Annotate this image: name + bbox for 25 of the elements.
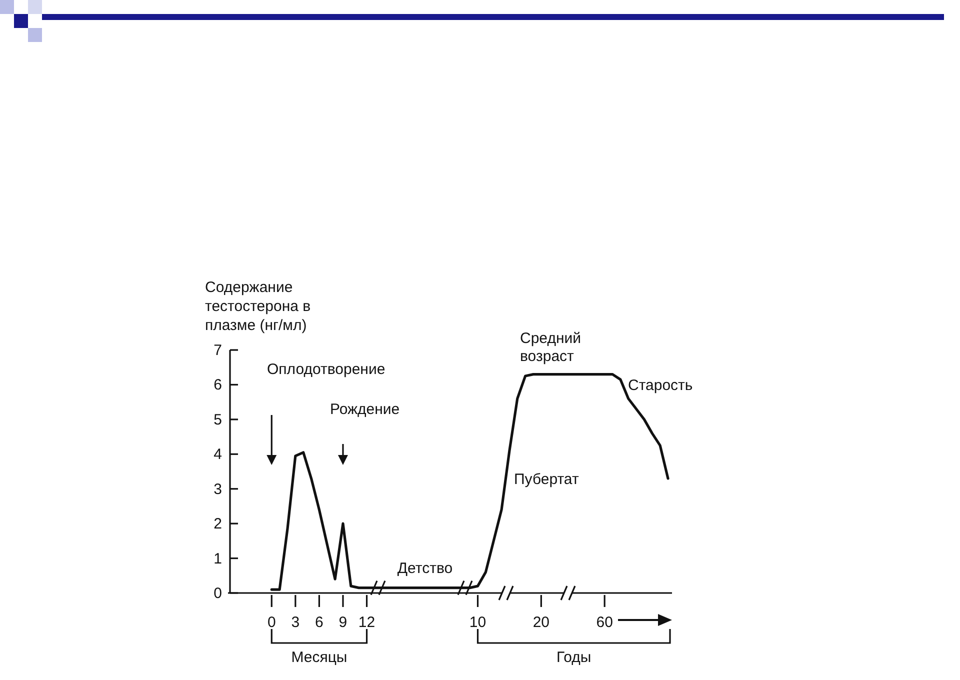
annotation: Пубертат [514,471,579,488]
annotation: Оплодотворение [267,361,386,378]
x-tick-label: 9 [338,614,348,631]
y-tick-label: 3 [214,480,222,498]
y-tick-label: 6 [214,376,222,394]
y-tick-label: 0 [214,585,222,602]
x-tick-label: 60 [596,614,613,631]
y-tick-label: 4 [214,446,222,464]
x-tick-label: 0 [267,614,276,631]
annotation: Средний возраст [520,330,581,365]
x-tick-label: 12 [358,614,376,631]
annotation: Детство [397,560,453,577]
y-tick-label: 1 [214,550,222,568]
x-tick-label: 3 [291,614,300,631]
y-tick-label: 2 [214,516,222,533]
x-tick-label: 20 [532,614,550,631]
text: Годы [556,649,592,666]
y-tick-label: 7 [214,342,222,359]
text: Месяцы [291,649,348,666]
annotation: Рождение [330,401,400,418]
x-tick-label: 10 [469,614,486,631]
y-tick-label: 5 [214,411,222,428]
annotation: Старость [628,377,693,394]
y-axis-title: Содержание тестостерона в плазме (нг/мл) [205,279,311,334]
x-tick-label: 6 [315,614,324,631]
